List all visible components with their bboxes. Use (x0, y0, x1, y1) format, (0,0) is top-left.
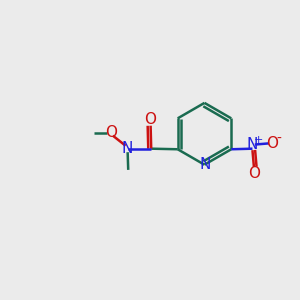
Text: N: N (247, 137, 258, 152)
Text: O: O (105, 125, 117, 140)
Text: N: N (200, 157, 211, 172)
Text: -: - (277, 132, 281, 146)
Text: N: N (122, 141, 133, 156)
Text: O: O (248, 166, 260, 181)
Text: O: O (145, 112, 157, 127)
Text: +: + (254, 135, 264, 145)
Text: O: O (266, 136, 278, 151)
